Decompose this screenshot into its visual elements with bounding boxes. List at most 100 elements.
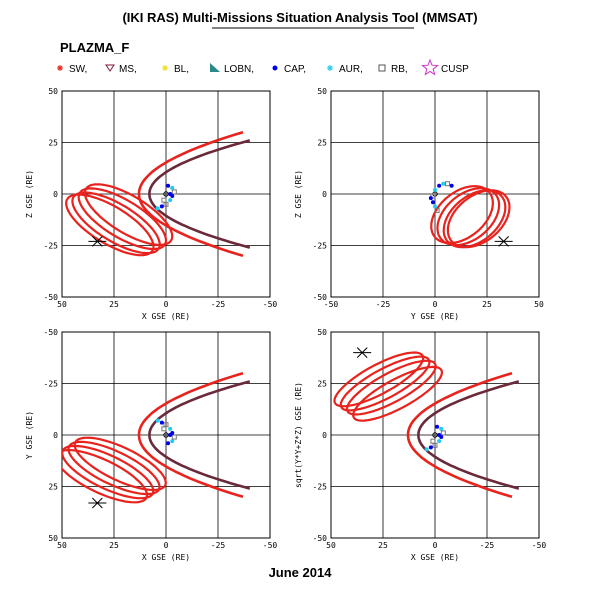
aur-marker	[437, 439, 442, 444]
y-tick-label: -50	[313, 293, 328, 302]
teal-triangle-icon	[210, 63, 220, 72]
y-tick-label: 0	[322, 190, 327, 199]
y-tick-label: 50	[48, 87, 58, 96]
sun-star-icon	[57, 65, 63, 71]
plot-area	[65, 130, 251, 258]
panel-y-z: -50 -25 0 25 50 -50 -25 0 25 50 Y GSE (RE) Z GSE (R…	[294, 87, 544, 321]
x-axis-label: X GSE (RE)	[411, 553, 459, 562]
x-tick-label: 50	[326, 541, 336, 550]
mission-name: PLAZMA_F	[60, 40, 129, 55]
plot-area	[62, 371, 251, 509]
x-tick-label: -50	[324, 300, 339, 309]
spacecraft-marker	[353, 347, 372, 358]
rb-marker	[430, 438, 436, 444]
blue-dot-icon	[272, 65, 278, 71]
cap-marker	[159, 420, 164, 425]
y-tick-label: 50	[48, 534, 58, 543]
y-tick-label: -25	[44, 380, 59, 389]
x-tick-label: 0	[164, 541, 169, 550]
x-tick-label: 50	[57, 300, 67, 309]
orbit-trace	[345, 359, 437, 416]
y-tick-label: 0	[53, 431, 58, 440]
orbit-trace	[442, 189, 507, 249]
y-axis-label: sqrt(Y*Y+Z*Z) GSE (RE)	[294, 382, 303, 488]
rb-marker	[444, 181, 450, 187]
magnetopause-curve	[417, 380, 520, 490]
x-tick-label: 25	[109, 300, 119, 309]
aur-marker	[170, 439, 175, 444]
aur-marker	[170, 185, 175, 190]
aur-marker	[439, 426, 444, 431]
orbit-trace	[65, 193, 155, 257]
magnetopause-curve	[148, 380, 251, 490]
aur-marker	[168, 198, 173, 203]
plot-area	[428, 181, 513, 249]
y-axis-label: Y GSE (RE)	[25, 411, 34, 459]
cap-marker	[159, 204, 164, 209]
chart-title: (IKI RAS) Multi-Missions Situation Analy…	[122, 10, 477, 25]
aur-marker	[155, 206, 160, 211]
magnetopause-curve	[148, 139, 251, 249]
rb-marker	[171, 434, 177, 440]
orbit-trace	[446, 189, 511, 249]
x-tick-label: 0	[164, 300, 169, 309]
legend-label: CAP,	[284, 64, 306, 75]
y-tick-label: 0	[53, 190, 58, 199]
plot-area	[333, 347, 520, 499]
rb-marker	[171, 189, 177, 195]
orbit-trace	[333, 351, 425, 408]
cap-marker	[168, 192, 173, 196]
panel-x-z: 50 25 0 -25 -50 -50 -25 0 25 50 X GSE (RE) Z GSE (R…	[25, 87, 277, 321]
x-tick-label: -25	[376, 300, 391, 309]
rb-marker	[161, 197, 167, 203]
y-axis-label: Z GSE (RE)	[25, 170, 34, 218]
spacecraft-marker	[88, 497, 107, 509]
legend-label: MS,	[119, 64, 137, 75]
orbit-trace	[436, 187, 501, 247]
legend-label: RB,	[391, 64, 408, 75]
x-tick-label: -50	[263, 300, 278, 309]
bow-shock-curve	[137, 371, 244, 499]
y-tick-label: -25	[313, 483, 328, 492]
x-tick-label: 25	[378, 541, 388, 550]
rb-marker	[430, 193, 436, 199]
legend: SW, MS, BL, LOBN, CAP, AUR, RB, CUSP	[57, 58, 469, 76]
rb-marker	[434, 207, 440, 213]
legend-label: SW,	[69, 64, 87, 75]
grey-square-icon	[378, 64, 386, 72]
orbit-trace	[339, 355, 431, 412]
y-tick-label: 0	[322, 431, 327, 440]
aur-marker	[168, 426, 173, 431]
date-label: June 2014	[269, 565, 333, 580]
cap-marker	[168, 433, 173, 437]
legend-label: AUR,	[339, 64, 363, 75]
x-tick-label: 50	[534, 300, 544, 309]
y-tick-label: -50	[313, 534, 328, 543]
cap-marker	[428, 196, 433, 201]
y-tick-label: 25	[317, 380, 327, 389]
y-tick-label: 25	[317, 139, 327, 148]
x-tick-label: 0	[433, 300, 438, 309]
orbit-trace	[71, 191, 161, 255]
yellow-star-icon	[162, 65, 168, 71]
cap-marker	[166, 441, 171, 446]
y-tick-label: -50	[44, 293, 59, 302]
rb-marker	[440, 430, 446, 436]
y-tick-label: -25	[313, 242, 328, 251]
x-tick-label: 50	[57, 541, 67, 550]
y-tick-label: 25	[48, 139, 58, 148]
orbit-trace	[67, 440, 161, 496]
y-tick-label: 25	[48, 483, 58, 492]
x-tick-label: -25	[211, 300, 226, 309]
aur-marker	[441, 181, 446, 186]
cap-marker	[430, 200, 435, 205]
x-tick-label: 25	[482, 300, 492, 309]
spacecraft-marker	[88, 236, 107, 247]
aur-marker	[433, 187, 437, 192]
x-tick-label: -50	[532, 541, 547, 550]
rb-marker	[161, 426, 167, 432]
orbit-trace	[83, 183, 174, 247]
x-tick-label: 0	[433, 541, 438, 550]
